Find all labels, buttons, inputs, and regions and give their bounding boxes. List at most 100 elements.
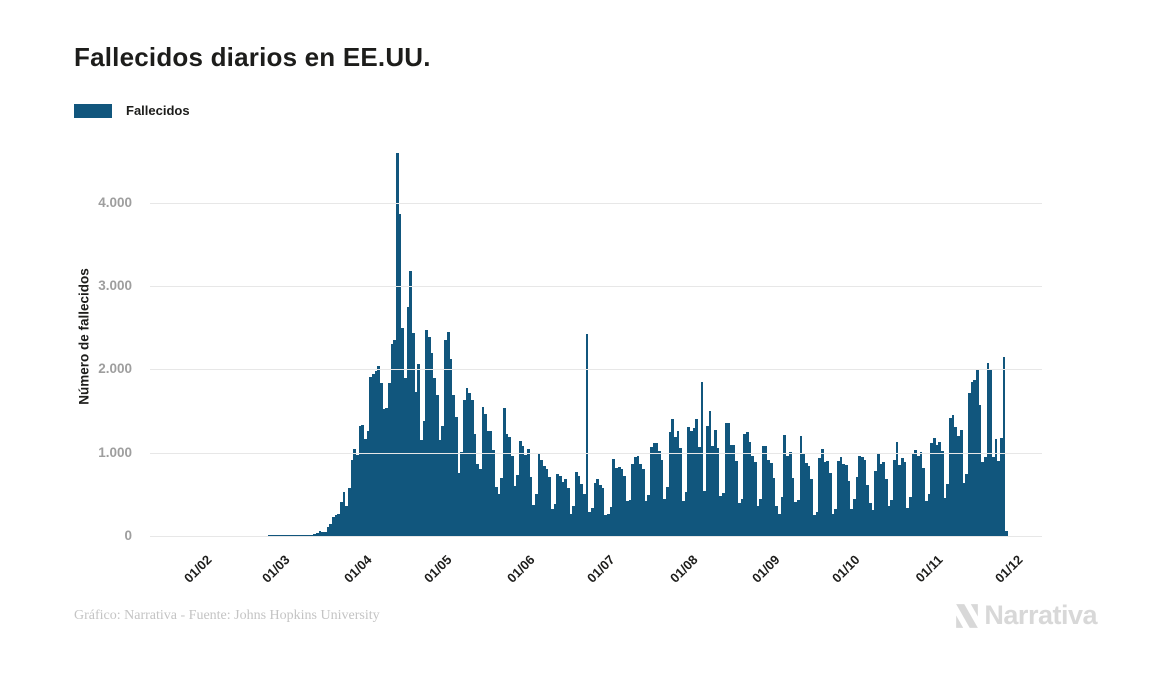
bar <box>791 478 795 536</box>
bar <box>724 422 728 536</box>
bar <box>938 442 942 536</box>
bar <box>941 451 944 536</box>
bar <box>981 461 984 536</box>
y-tick-label: 4.000 <box>98 194 132 210</box>
bar <box>350 459 354 536</box>
bar <box>409 270 413 536</box>
bar <box>628 500 632 536</box>
bar <box>366 431 370 536</box>
bar <box>337 513 340 536</box>
bar <box>991 456 995 536</box>
bar <box>730 445 733 536</box>
bar <box>364 438 367 536</box>
bar <box>812 514 816 536</box>
bar <box>532 505 535 536</box>
bar <box>917 455 920 536</box>
y-tick-label: 0 <box>124 528 132 543</box>
bar <box>275 535 279 536</box>
bar <box>946 484 950 536</box>
bar <box>425 330 429 536</box>
bar <box>834 508 837 536</box>
bar <box>545 469 549 536</box>
bar <box>417 363 421 536</box>
bar <box>575 472 578 536</box>
bar <box>780 497 784 536</box>
bar <box>278 535 282 536</box>
bar <box>516 475 519 536</box>
bar <box>438 439 442 536</box>
bar <box>877 453 880 536</box>
gridline <box>150 452 1042 454</box>
bar <box>759 498 763 536</box>
bar <box>444 339 447 536</box>
bar <box>297 535 300 536</box>
bar <box>294 535 298 536</box>
x-tick-label: 01/03 <box>258 552 293 586</box>
bar <box>422 420 426 536</box>
bar <box>978 404 982 536</box>
legend-label: Fallecidos <box>126 103 190 118</box>
bar <box>588 512 592 536</box>
bar <box>620 469 624 536</box>
bar <box>906 507 910 536</box>
bar <box>593 483 597 536</box>
bar <box>521 445 525 536</box>
bar <box>307 535 311 536</box>
x-tick-label: 01/07 <box>583 552 618 586</box>
gridline <box>150 202 1042 204</box>
bar <box>460 451 463 536</box>
bar <box>949 417 952 536</box>
bar <box>684 491 688 536</box>
bar <box>561 481 565 536</box>
bar <box>844 465 848 536</box>
narrativa-n-icon <box>956 603 979 628</box>
bar <box>302 535 306 536</box>
bar <box>1002 356 1006 536</box>
bar <box>922 467 926 536</box>
bar <box>372 374 375 536</box>
bar <box>711 446 715 536</box>
bar <box>676 430 680 536</box>
bar <box>983 457 987 536</box>
bar <box>772 478 776 536</box>
page-title: Fallecidos diarios en EE.UU. <box>74 42 431 72</box>
bar <box>852 499 856 536</box>
bar <box>478 468 482 536</box>
bar <box>406 306 410 536</box>
bar <box>885 478 888 536</box>
bar <box>580 484 584 536</box>
x-tick-label: 01/04 <box>341 552 375 586</box>
bar <box>540 460 544 536</box>
bar <box>999 438 1003 536</box>
bar <box>398 214 402 536</box>
bar <box>973 379 976 536</box>
bar <box>321 531 324 536</box>
bar <box>281 535 284 536</box>
bar <box>810 479 813 536</box>
bar <box>494 486 498 536</box>
bar <box>305 535 308 536</box>
bar <box>508 436 511 536</box>
bar <box>770 463 773 536</box>
bar <box>649 446 653 536</box>
bar <box>486 430 490 536</box>
bar <box>559 475 562 536</box>
x-tick-label: 01/06 <box>503 552 538 586</box>
bar <box>599 484 602 536</box>
bar <box>623 476 626 536</box>
bar <box>596 479 600 536</box>
bar <box>719 495 723 536</box>
legend-swatch <box>74 103 112 118</box>
bar <box>727 422 731 536</box>
bar <box>446 331 450 536</box>
bar <box>933 438 936 536</box>
bar <box>644 501 648 536</box>
bar <box>441 425 445 536</box>
bar <box>695 419 698 536</box>
bar <box>823 461 827 536</box>
y-tick-label: 1.000 <box>98 444 132 460</box>
bar <box>903 461 907 536</box>
bar <box>965 473 968 536</box>
bar <box>954 426 958 536</box>
bar <box>994 439 998 536</box>
